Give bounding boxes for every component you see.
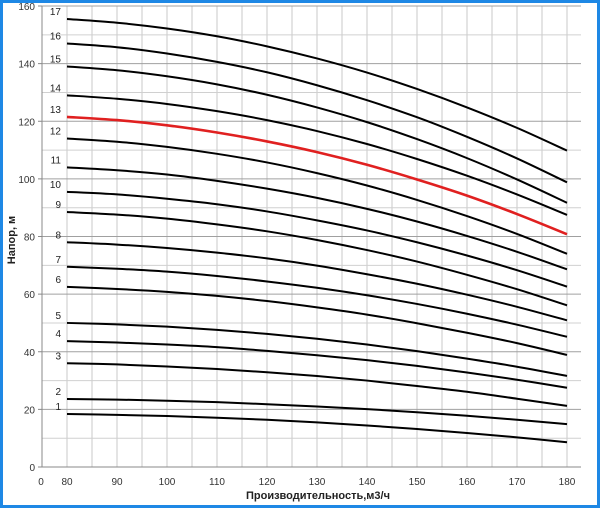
series-label-16: 16 bbox=[50, 31, 62, 42]
y-tick-label: 0 bbox=[29, 463, 35, 474]
series-label-13: 13 bbox=[50, 105, 62, 116]
series-line-3 bbox=[66, 362, 568, 407]
series-line-15 bbox=[66, 65, 568, 204]
x-tick-label: 110 bbox=[209, 477, 225, 488]
x-tick-label: 80 bbox=[61, 477, 73, 488]
x-tick-label: 140 bbox=[359, 477, 376, 488]
x-tick-label: 90 bbox=[111, 477, 123, 488]
x-tick-label: 100 bbox=[159, 477, 176, 488]
series-label-8: 8 bbox=[55, 230, 61, 241]
series-line-6 bbox=[66, 285, 568, 356]
series-label-15: 15 bbox=[50, 55, 62, 66]
series-line-9 bbox=[66, 211, 568, 307]
y-tick-label: 40 bbox=[24, 348, 36, 359]
x-axis-label: Производительность,м3/ч bbox=[246, 490, 390, 502]
series-line-16 bbox=[66, 42, 568, 184]
series-label-14: 14 bbox=[50, 83, 62, 94]
x-tick-label: 160 bbox=[459, 477, 476, 488]
series-label-12: 12 bbox=[50, 127, 62, 138]
series-label-1: 1 bbox=[55, 402, 61, 413]
series-line-13 bbox=[66, 115, 568, 236]
series-label-4: 4 bbox=[55, 329, 61, 340]
y-tick-label: 160 bbox=[18, 3, 35, 13]
y-tick-label: 80 bbox=[24, 233, 36, 244]
series-line-5 bbox=[66, 321, 568, 377]
series-label-6: 6 bbox=[55, 275, 61, 286]
series-line-11 bbox=[66, 166, 568, 271]
x-tick-label: 150 bbox=[409, 477, 426, 488]
grid bbox=[42, 5, 581, 467]
y-axis-label: Напор, м bbox=[6, 216, 18, 264]
series-label-9: 9 bbox=[55, 200, 61, 211]
series-label-17: 17 bbox=[50, 7, 62, 18]
series-line-2 bbox=[66, 398, 568, 426]
y-tick-label: 100 bbox=[18, 175, 35, 186]
y-tick-label: 120 bbox=[18, 117, 35, 128]
series-line-8 bbox=[66, 241, 568, 322]
series-label-11: 11 bbox=[51, 155, 62, 166]
x-tick-label: 180 bbox=[559, 477, 576, 488]
series-label-10: 10 bbox=[50, 180, 62, 191]
series-line-12 bbox=[66, 137, 568, 255]
series-line-7 bbox=[66, 265, 568, 338]
series-line-14 bbox=[66, 94, 568, 216]
x-tick-label: 170 bbox=[509, 477, 526, 488]
x-tick-label: 120 bbox=[259, 477, 276, 488]
series-lines bbox=[66, 17, 568, 444]
y-tick-label: 20 bbox=[24, 405, 36, 416]
series-label-5: 5 bbox=[55, 311, 61, 322]
y-tick-label: 60 bbox=[24, 290, 36, 301]
series-line-4 bbox=[66, 340, 568, 389]
x-tick-label: 130 bbox=[309, 477, 326, 488]
y-tick-label: 140 bbox=[18, 60, 35, 71]
series-label-3: 3 bbox=[55, 351, 61, 362]
series-line-10 bbox=[66, 190, 568, 288]
series-line-1 bbox=[66, 412, 568, 444]
series-label-7: 7 bbox=[55, 255, 61, 266]
series-label-2: 2 bbox=[55, 387, 61, 398]
origin-label: 0 bbox=[38, 477, 44, 488]
series-line-17 bbox=[66, 17, 568, 152]
